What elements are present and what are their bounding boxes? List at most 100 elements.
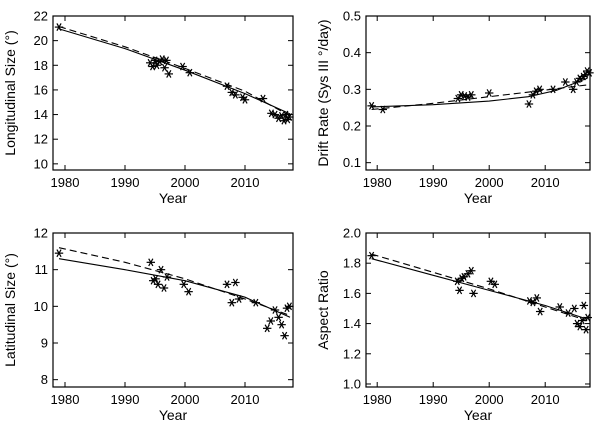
fit-line-dashed [371,253,588,322]
y-axis-label: Aspect Ratio [315,270,331,350]
data-point [535,307,545,316]
data-point [178,62,187,71]
x-tick-label: 2010 [531,175,560,190]
data-point [179,280,188,289]
y-tick-label: 1.0 [343,376,361,391]
data-point [555,303,564,311]
data-point [185,68,194,77]
plot-frame [52,15,294,171]
data-point [222,82,232,91]
data-point [579,301,589,310]
data-point [270,110,280,119]
x-tick-label: 2000 [475,175,504,190]
data-point [150,56,160,65]
fit-line-solid [371,258,588,320]
fit-line-dashed [58,247,291,317]
y-tick-label: 0.5 [343,9,361,24]
y-tick-label: 1.8 [343,256,361,271]
data-point [367,251,376,260]
fit-line-solid [371,77,588,108]
data-point [270,306,280,314]
plot-frame [365,15,591,171]
y-tick-label: 12 [34,226,48,241]
fit-line-solid [58,28,291,115]
fit-line-solid [58,258,291,318]
panel-latitudinal-size: 1980 1990 2000 2010 8 9 10 11 12 Year Latitudinal … [2,226,294,423]
x-tick-label: 1990 [419,392,448,407]
data-point [585,68,594,77]
data-point [54,23,64,32]
y-tick-label: 1.6 [343,286,361,301]
data-point [266,317,275,325]
x-tick-label: 1990 [111,392,140,407]
fit-line-dashed [371,84,588,111]
data-point [453,94,463,103]
data-point [581,325,591,334]
data-point [227,298,236,307]
data-point [258,94,268,103]
y-tick-label: 12 [34,132,48,147]
panel-longitudinal-size: 1980 1990 2000 201010121416182022YearLongit… [2,9,294,206]
data-point [528,298,538,307]
y-tick-label: 1.4 [343,316,361,331]
data-point [152,61,161,70]
data-point [285,302,294,311]
x-tick-label: 2000 [475,392,504,407]
y-tick-label: 8 [41,372,48,387]
y-tick-label: 0.2 [343,119,361,134]
x-tick-label: 2010 [531,392,560,407]
x-tick-label: 2010 [231,175,260,190]
data-point [490,280,499,289]
data-point [277,320,286,329]
data-point [575,322,585,331]
data-point [231,90,240,99]
y-tick-label: 9 [41,336,48,351]
data-point [367,101,376,110]
y-tick-label: 10 [34,299,48,314]
data-point [222,280,232,289]
data-point [570,304,579,313]
data-point [532,293,541,302]
data-point [280,331,289,340]
data-point [231,278,240,287]
x-tick-label: 2000 [171,392,200,407]
x-tick-label: 1980 [363,392,392,407]
data-point [535,85,544,94]
data-point [469,289,478,298]
data-point [583,313,592,322]
data-point [563,309,573,317]
data-point [485,89,494,97]
x-tick-label: 1980 [51,175,80,190]
data-point [151,274,160,283]
data-point [378,105,387,114]
x-tick-label: 1990 [419,175,448,190]
y-tick-label: 0.1 [343,155,361,170]
data-point [159,284,169,292]
data-point [153,280,163,289]
y-tick-label: 18 [34,58,48,73]
panel-aspect-ratio: 1980 1990 2000 2010 1.0 1.2 1.4 1.6 1.8 2.0 Year As… [315,226,592,423]
data-point [467,266,476,275]
data-point [162,273,172,281]
y-tick-label: 14 [34,107,48,122]
data-point [240,95,250,104]
y-tick-label: 20 [34,33,48,48]
y-tick-label: 10 [34,156,48,171]
data-point [285,113,294,121]
data-point [251,298,260,307]
y-axis-label: Longitudinal Size (°) [2,30,18,155]
y-tick-label: 11 [35,262,49,277]
data-point [528,90,538,99]
y-tick-label: 0.4 [343,45,361,60]
y-axis-label: Latitudinal Size (°) [2,253,18,367]
data-point [561,78,570,86]
data-point [184,287,193,296]
x-axis-label: Year [464,190,493,206]
x-tick-label: 1980 [363,175,392,190]
data-point [569,85,578,94]
data-point [146,258,155,267]
panel-drift-rate: 1980 1990 2000 2010 0.1 0.2 0.3 0.4 0.5 Year Drift… [315,9,594,206]
plot-frame [52,232,294,388]
data-point [234,295,244,303]
